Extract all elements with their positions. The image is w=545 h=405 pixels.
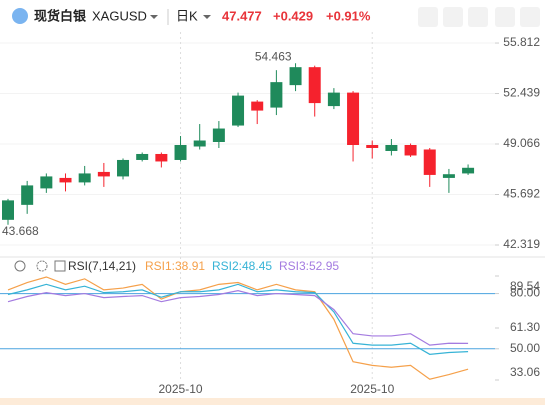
candle-body xyxy=(289,67,302,86)
min-label: 43.668 xyxy=(2,224,39,238)
rsi-line xyxy=(7,283,469,355)
candle-body xyxy=(193,140,206,147)
y-tick-label: 42.319 xyxy=(503,237,540,251)
eye-icon[interactable] xyxy=(14,260,26,272)
tool-button[interactable] xyxy=(495,7,515,27)
last-price: 47.477 xyxy=(222,8,262,23)
candle-body xyxy=(327,92,340,107)
candle-body xyxy=(212,128,225,143)
candle-body xyxy=(347,92,360,145)
candle-body xyxy=(251,101,264,111)
rsi-line xyxy=(7,276,469,380)
symbol[interactable]: XAGUSD xyxy=(92,8,147,23)
indicator-icon[interactable] xyxy=(54,260,66,272)
y-tick-label: 61.30 xyxy=(510,320,540,334)
candle-body xyxy=(174,144,187,160)
candle-body xyxy=(59,177,72,183)
candle-body xyxy=(462,167,475,174)
candle-body xyxy=(308,67,321,104)
y-tick-label: 50.00 xyxy=(510,341,540,355)
y-tick-label: 55.812 xyxy=(503,35,540,49)
y-tick-label: 33.06 xyxy=(510,365,540,379)
y-tick-label: 49.066 xyxy=(503,136,540,150)
candle-body xyxy=(385,144,398,151)
candle-body xyxy=(117,159,130,177)
tool-button[interactable] xyxy=(520,7,540,27)
y-tick-label: 80.00 xyxy=(510,286,540,300)
change: +0.429 xyxy=(273,8,313,23)
legend-entry: RSI1:38.91 xyxy=(145,259,205,273)
candle-body xyxy=(78,173,91,183)
y-tick-label: 52.439 xyxy=(503,86,540,100)
bottom-bar xyxy=(0,398,545,405)
tool-button[interactable] xyxy=(443,7,463,27)
y-tick-label: 89.54 xyxy=(510,279,540,293)
tool-button[interactable] xyxy=(418,7,438,27)
dropdown-icon[interactable] xyxy=(203,15,211,19)
period[interactable]: 日K xyxy=(176,8,198,23)
max-label: 54.463 xyxy=(255,49,292,63)
indicator-label: RSI(7,14,21) xyxy=(68,259,136,273)
y-tick-label: 45.692 xyxy=(503,187,540,201)
dropdown-icon[interactable] xyxy=(150,15,158,19)
candle-body xyxy=(155,153,168,162)
legend-entry: RSI3:52.95 xyxy=(279,259,339,273)
candle-body xyxy=(40,176,53,189)
candle-body xyxy=(21,185,34,205)
legend-entry: RSI2:48.45 xyxy=(212,259,272,273)
instrument-name: 现货白银 xyxy=(34,8,87,23)
rsi-line xyxy=(7,290,469,346)
x-tick-label: 2025-10 xyxy=(159,382,203,396)
candle-body xyxy=(136,153,149,160)
change-pct: +0.91% xyxy=(326,8,371,23)
candle-body xyxy=(442,174,455,178)
candle-body xyxy=(270,82,283,108)
tool-button[interactable] xyxy=(468,7,488,27)
candle-body xyxy=(366,144,379,148)
candle-body xyxy=(2,200,14,220)
symbol-icon xyxy=(12,8,28,24)
x-tick-label: 2025-10 xyxy=(350,382,394,396)
candle-body xyxy=(97,171,110,177)
candle-body xyxy=(404,144,417,156)
candle-body xyxy=(232,95,245,126)
settings-icon[interactable] xyxy=(36,260,48,272)
candle-body xyxy=(423,149,436,175)
